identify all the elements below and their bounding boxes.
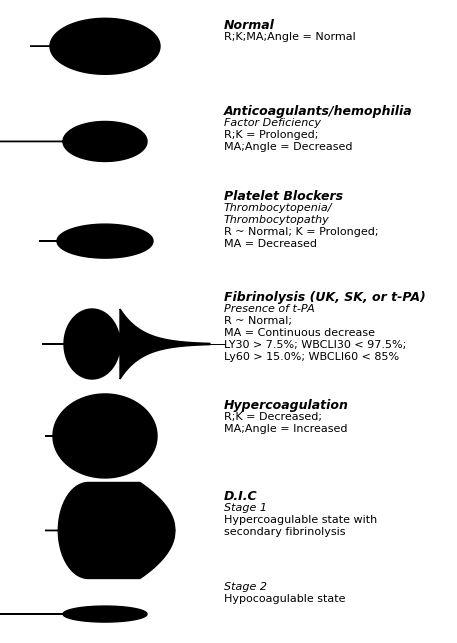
- Text: D.I.C: D.I.C: [224, 490, 258, 503]
- Text: R;K = Prolonged;: R;K = Prolonged;: [224, 130, 319, 140]
- Text: Presence of t-PA: Presence of t-PA: [224, 303, 315, 314]
- Text: R ~ Normal;: R ~ Normal;: [224, 316, 292, 325]
- Text: MA;Angle = Decreased: MA;Angle = Decreased: [224, 142, 352, 152]
- Text: Stage 2: Stage 2: [224, 582, 267, 592]
- Polygon shape: [0, 122, 147, 161]
- Text: Stage 1: Stage 1: [224, 503, 267, 513]
- Polygon shape: [0, 606, 147, 622]
- Text: secondary fibrinolysis: secondary fibrinolysis: [224, 527, 345, 537]
- Text: Factor Deficiency: Factor Deficiency: [224, 118, 321, 128]
- Polygon shape: [30, 18, 160, 75]
- Text: LY30 > 7.5%; WBCLI30 < 97.5%;: LY30 > 7.5%; WBCLI30 < 97.5%;: [224, 340, 406, 350]
- Text: Platelet Blockers: Platelet Blockers: [224, 190, 343, 203]
- Text: Thrombocytopathy: Thrombocytopathy: [224, 215, 329, 225]
- Text: Normal: Normal: [224, 19, 275, 32]
- Text: MA = Continuous decrease: MA = Continuous decrease: [224, 328, 375, 338]
- Text: Thrombocytopenia/: Thrombocytopenia/: [224, 203, 332, 213]
- Text: Anticoagulants/hemophilia: Anticoagulants/hemophilia: [224, 105, 413, 118]
- Text: Fibrinolysis (UK, SK, or t-PA): Fibrinolysis (UK, SK, or t-PA): [224, 291, 425, 303]
- Polygon shape: [45, 394, 157, 478]
- Text: Hypocoagulable state: Hypocoagulable state: [224, 594, 345, 604]
- Text: MA;Angle = Increased: MA;Angle = Increased: [224, 424, 347, 433]
- Text: Hypercoagulable state with: Hypercoagulable state with: [224, 515, 377, 525]
- Text: Ly60 > 15.0%; WBCLI60 < 85%: Ly60 > 15.0%; WBCLI60 < 85%: [224, 352, 399, 361]
- Polygon shape: [45, 482, 175, 579]
- Polygon shape: [39, 224, 153, 258]
- Polygon shape: [42, 309, 210, 379]
- Text: R;K = Decreased;: R;K = Decreased;: [224, 412, 322, 422]
- Text: R ~ Normal; K = Prolonged;: R ~ Normal; K = Prolonged;: [224, 228, 378, 237]
- Text: R;K;MA;Angle = Normal: R;K;MA;Angle = Normal: [224, 32, 356, 42]
- Text: MA = Decreased: MA = Decreased: [224, 239, 317, 249]
- Text: Hypercoagulation: Hypercoagulation: [224, 399, 349, 412]
